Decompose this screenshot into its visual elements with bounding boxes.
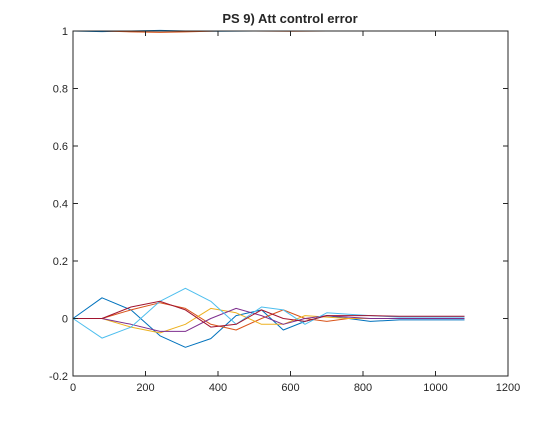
y-tick-label: 0 bbox=[62, 314, 68, 326]
y-tick-label: 0.2 bbox=[53, 256, 68, 268]
axes-box bbox=[72, 30, 509, 377]
plot-lines bbox=[72, 29, 465, 348]
chart-title: PS 9) Att control error bbox=[222, 11, 357, 26]
y-tick-label: 0.8 bbox=[53, 84, 68, 96]
x-tick-label: 400 bbox=[209, 382, 227, 394]
x-tick-label: 200 bbox=[136, 382, 154, 394]
y-tick-label: 0.4 bbox=[53, 199, 68, 211]
x-tick-label: 600 bbox=[281, 382, 299, 394]
series-line-4 bbox=[73, 307, 465, 332]
x-axis: 0 200 400 600 800 1000 1200 bbox=[70, 31, 520, 394]
y-tick-label: 1 bbox=[62, 26, 68, 38]
y-tick-label: -0.2 bbox=[49, 371, 68, 383]
x-tick-label: 1200 bbox=[496, 382, 520, 394]
series-line-6 bbox=[73, 300, 465, 328]
x-tick-label: 1000 bbox=[423, 382, 447, 394]
x-tick-label: 800 bbox=[354, 382, 372, 394]
series-line-1 bbox=[72, 297, 465, 348]
y-axis: -0.2 0 0.2 0.4 0.6 0.8 1 bbox=[49, 26, 508, 383]
series-line-3 bbox=[73, 307, 465, 334]
y-tick-label: 0.6 bbox=[53, 141, 68, 153]
x-tick-label: 0 bbox=[70, 382, 76, 394]
